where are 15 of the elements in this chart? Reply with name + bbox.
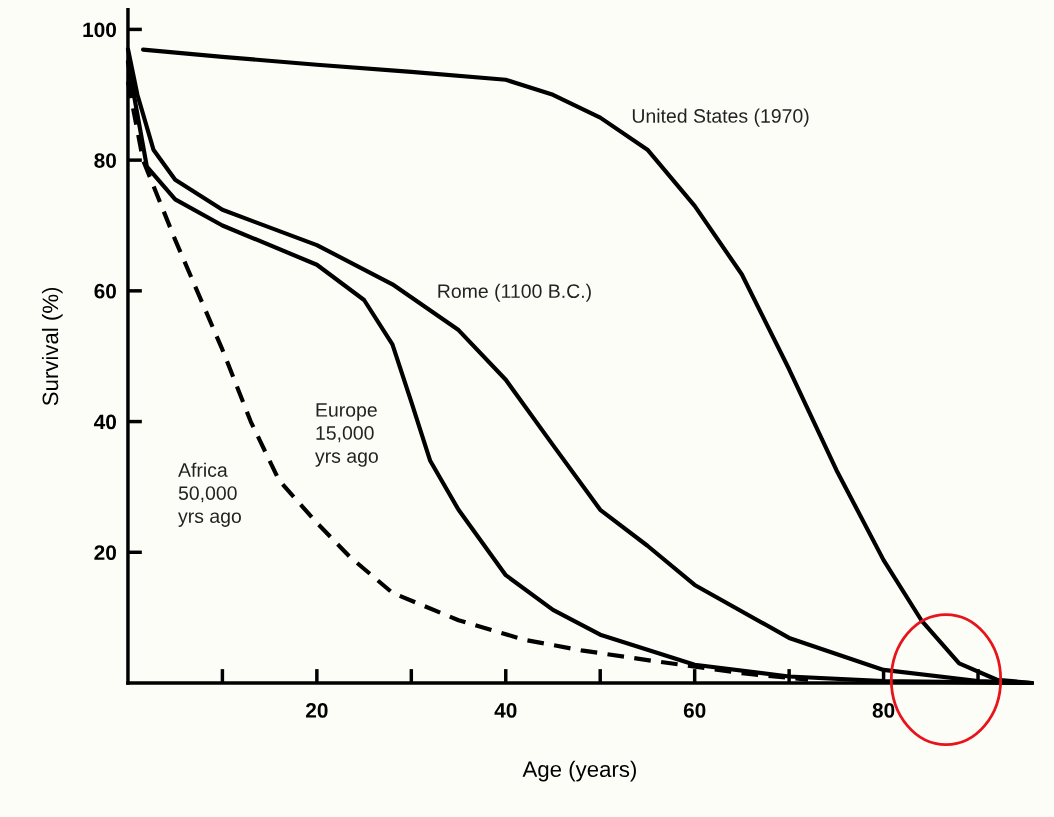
y-axis-title: Survival (%) <box>41 287 63 406</box>
y-tick-label: 20 <box>94 545 116 561</box>
y-tick-label: 80 <box>94 153 116 168</box>
x-tick-label: 20 <box>306 703 328 718</box>
y-tick-label: 100 <box>83 22 116 38</box>
x-tick-label: 80 <box>872 703 895 718</box>
x-tick-label: 40 <box>494 703 517 718</box>
series-label: United States (1970) <box>632 108 809 127</box>
y-tick-label: 60 <box>94 283 116 299</box>
y-tick-label: 40 <box>93 414 116 430</box>
series-label: Europe 15,000 yrs ago <box>315 403 378 467</box>
series-label: Rome (1100 B.C.) <box>438 283 591 302</box>
x-tick-label: 60 <box>683 703 706 718</box>
series-label: Africa 50,000 yrs ago <box>178 462 241 527</box>
x-axis-title: Age (years) <box>522 760 636 782</box>
